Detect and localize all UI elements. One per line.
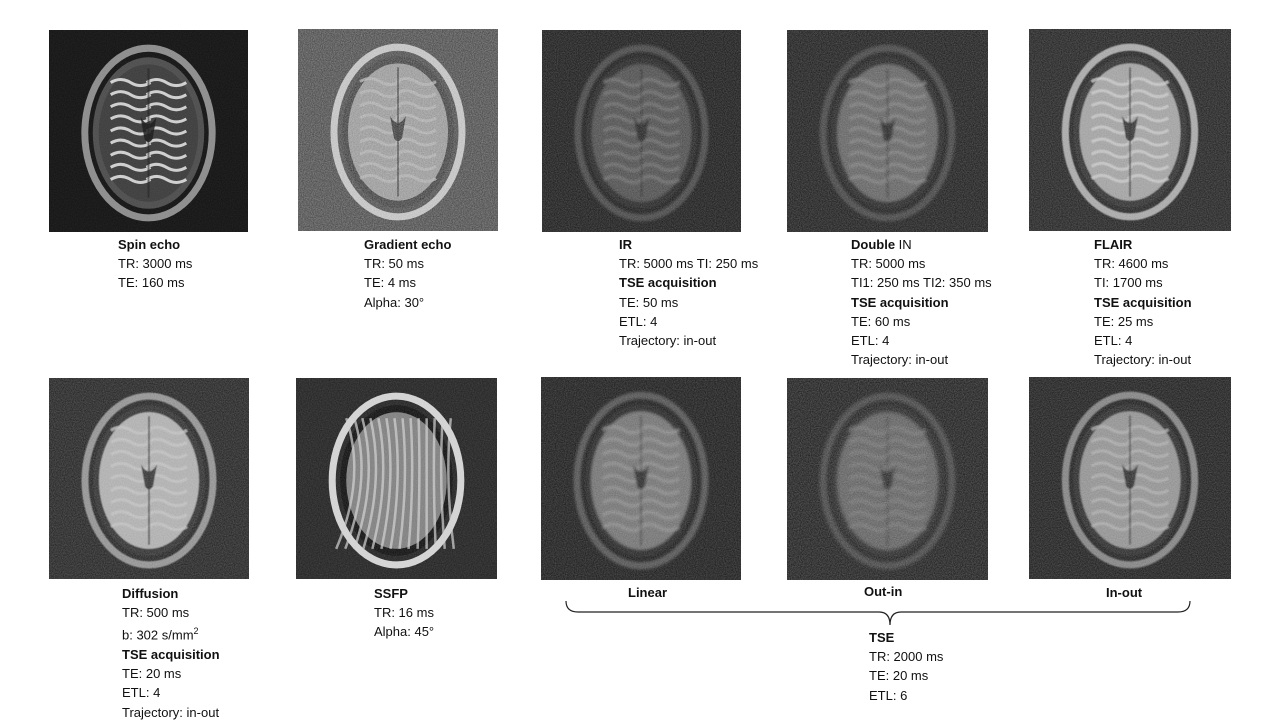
caption-line: Trajectory: in-out [619,333,717,349]
caption-line: TE: 60 ms [851,313,911,329]
b-value-line: b: 302 s/mm2 [122,622,220,645]
caption-line: TR: 16 ms [374,605,434,621]
caption-line: TE: 20 ms [869,668,929,684]
brain-slice-graphic [49,30,248,232]
caption-line: ETL: 6 [869,687,908,703]
ssfp-caption: SSFP TR: 16 ms Alpha: 45° [374,584,434,642]
brain-slice-graphic [542,30,741,232]
tse-group-caption: TSE TR: 2000 ms TE: 20 ms ETL: 6 [869,628,943,705]
caption-title: FLAIR [1094,237,1133,252]
brain-slice-graphic [298,29,498,231]
tse-out-in-image [787,378,988,580]
caption-line: Trajectory: in-out [851,352,949,368]
caption-title: IR [619,237,632,252]
caption-line: TR: 5000 ms TI: 250 ms [619,256,759,272]
caption-line: Alpha: 45° [374,624,435,640]
flair-caption: FLAIR TR: 4600 ms TI: 1700 ms TSE acquis… [1094,235,1192,369]
gradient-echo-caption: Gradient echo TR: 50 ms TE: 4 ms Alpha: … [364,235,451,312]
caption-line: TR: 3000 ms [118,256,193,272]
caption-line: ETL: 4 [619,313,658,329]
caption-line: ETL: 4 [122,685,161,701]
caption-line: TR: 4600 ms [1094,256,1169,272]
caption-line: ETL: 4 [851,333,890,349]
caption-title: Diffusion [122,586,179,601]
caption-line: TI: 1700 ms [1094,275,1163,291]
ir-image [542,30,741,232]
caption-line: Trajectory: in-out [1094,352,1192,368]
brain-slice-graphic [1029,29,1231,231]
b-value-superscript: 2 [193,626,199,637]
caption-title: SSFP [374,586,408,601]
brain-slice-graphic [49,378,249,579]
caption-line: Alpha: 30° [364,294,425,310]
double-in-caption: Double IN TR: 5000 ms TI1: 250 ms TI2: 3… [851,235,992,369]
brain-slice-graphic [1029,377,1231,579]
brain-slice-graphic [541,377,741,580]
diffusion-caption: Diffusion TR: 500 ms b: 302 s/mm2 TSE ac… [122,584,220,722]
caption-line: TI1: 250 ms TI2: 350 ms [851,275,992,291]
caption-line: TR: 50 ms [364,256,424,272]
caption-line: Trajectory: in-out [122,704,220,720]
tse-in-out-image [1029,377,1231,579]
double-in-image [787,30,988,232]
brain-slice-graphic [296,378,497,579]
caption-title-row: Double IN [851,235,992,254]
caption-subtitle: TSE acquisition [851,294,949,310]
diffusion-image [49,378,249,579]
gradient-echo-image [298,29,498,231]
caption-line: TR: 2000 ms [869,649,944,665]
caption-line: TE: 4 ms [364,275,417,291]
tse-group-title: TSE [869,630,895,645]
caption-line: TR: 500 ms [122,605,190,621]
ssfp-image [296,378,497,579]
spin-echo-image [49,30,248,232]
caption-line: TE: 50 ms [619,294,679,310]
caption-title: Spin echo [118,237,181,252]
tse-out-in-label: Out-in [864,584,903,599]
tse-in-out-label: In-out [1106,585,1143,600]
brain-slice-graphic [787,30,988,232]
caption-subtitle: TSE acquisition [1094,294,1192,310]
caption-line: TR: 5000 ms [851,256,926,272]
caption-title: Gradient echo [364,237,452,252]
caption-line: TE: 25 ms [1094,313,1154,329]
caption-line: ETL: 4 [1094,333,1133,349]
b-value-text: b: 302 s/mm [122,627,194,643]
caption-subtitle: TSE acquisition [122,646,220,662]
caption-line: TE: 160 ms [118,275,185,291]
caption-title: Double [851,237,896,252]
caption-line: TE: 20 ms [122,666,182,682]
spin-echo-caption: Spin echo TR: 3000 ms TE: 160 ms [118,235,192,293]
caption-title-suffix: IN [895,237,912,252]
tse-linear-label: Linear [628,585,668,600]
brain-slice-graphic [787,378,988,580]
caption-subtitle: TSE acquisition [619,275,717,291]
flair-image [1029,29,1231,231]
ir-caption: IR TR: 5000 ms TI: 250 ms TSE acquisitio… [619,235,758,350]
tse-linear-image [541,377,741,580]
